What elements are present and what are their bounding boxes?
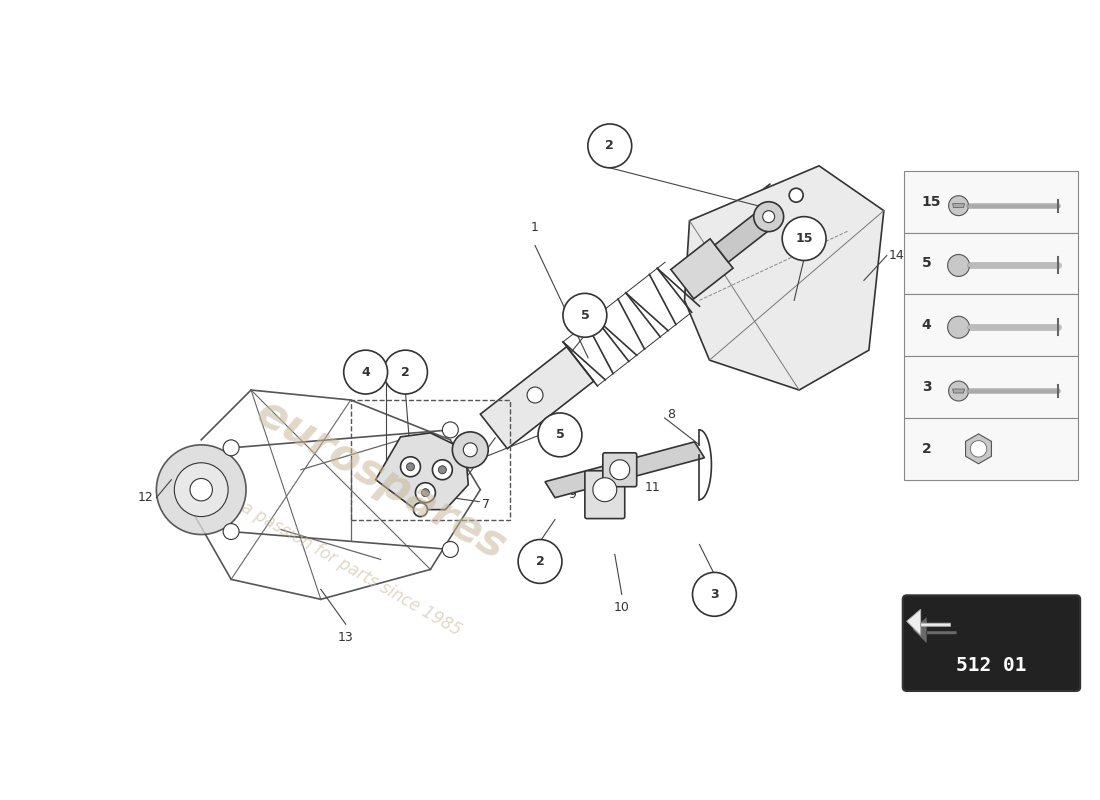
Circle shape xyxy=(407,462,415,470)
Circle shape xyxy=(223,523,239,539)
Circle shape xyxy=(970,441,987,457)
Circle shape xyxy=(432,460,452,480)
Circle shape xyxy=(463,443,477,457)
Bar xyxy=(904,233,1078,294)
Circle shape xyxy=(557,437,573,453)
Text: 5: 5 xyxy=(581,309,590,322)
Text: 2: 2 xyxy=(922,442,932,456)
Polygon shape xyxy=(481,346,594,449)
Polygon shape xyxy=(953,204,965,208)
Circle shape xyxy=(442,542,459,558)
Circle shape xyxy=(156,445,246,534)
Circle shape xyxy=(414,502,428,517)
Text: 4: 4 xyxy=(922,318,932,332)
Polygon shape xyxy=(906,610,950,635)
Text: 2: 2 xyxy=(605,139,614,152)
Polygon shape xyxy=(913,618,957,643)
Circle shape xyxy=(754,202,783,232)
Circle shape xyxy=(538,413,582,457)
Text: 3: 3 xyxy=(711,588,718,601)
Circle shape xyxy=(452,432,488,468)
Circle shape xyxy=(400,457,420,477)
Text: 7: 7 xyxy=(482,498,491,511)
Circle shape xyxy=(563,294,607,338)
Circle shape xyxy=(518,539,562,583)
Text: 5: 5 xyxy=(556,428,564,442)
FancyBboxPatch shape xyxy=(585,470,625,518)
Polygon shape xyxy=(953,389,965,393)
Bar xyxy=(904,294,1078,356)
Polygon shape xyxy=(715,214,768,262)
Text: 512 01: 512 01 xyxy=(956,655,1026,674)
Polygon shape xyxy=(671,239,733,299)
Circle shape xyxy=(587,124,631,168)
Circle shape xyxy=(947,316,969,338)
Text: 11: 11 xyxy=(645,481,660,494)
Text: 1: 1 xyxy=(531,221,539,234)
Polygon shape xyxy=(906,610,950,635)
Circle shape xyxy=(442,422,459,438)
Polygon shape xyxy=(684,166,883,390)
Circle shape xyxy=(527,387,543,403)
FancyBboxPatch shape xyxy=(603,453,637,486)
Polygon shape xyxy=(544,442,704,498)
Circle shape xyxy=(421,489,429,497)
Circle shape xyxy=(343,350,387,394)
Circle shape xyxy=(174,462,228,517)
Circle shape xyxy=(948,196,968,216)
FancyBboxPatch shape xyxy=(903,595,1080,691)
Text: 12: 12 xyxy=(138,491,153,504)
Circle shape xyxy=(693,572,736,616)
Circle shape xyxy=(609,460,629,480)
Circle shape xyxy=(762,210,774,222)
Polygon shape xyxy=(966,434,991,464)
Circle shape xyxy=(948,381,968,401)
Bar xyxy=(904,170,1078,233)
Circle shape xyxy=(782,217,826,261)
Circle shape xyxy=(223,440,239,456)
Text: 15: 15 xyxy=(795,232,813,245)
Text: 8: 8 xyxy=(668,409,675,422)
Circle shape xyxy=(384,350,428,394)
Circle shape xyxy=(593,478,617,502)
Text: 5: 5 xyxy=(922,257,932,270)
Circle shape xyxy=(789,188,803,202)
Bar xyxy=(904,418,1078,480)
Text: 14: 14 xyxy=(889,249,904,262)
Circle shape xyxy=(439,466,447,474)
Text: 6: 6 xyxy=(498,431,506,444)
Text: 13: 13 xyxy=(338,630,353,644)
Polygon shape xyxy=(375,433,469,510)
Text: a passion for parts since 1985: a passion for parts since 1985 xyxy=(238,499,464,640)
Circle shape xyxy=(947,254,969,277)
Text: 10: 10 xyxy=(614,601,629,614)
Text: 9: 9 xyxy=(568,488,576,501)
Text: eurospares: eurospares xyxy=(248,390,514,569)
Text: 2: 2 xyxy=(536,555,544,568)
Bar xyxy=(904,356,1078,418)
Circle shape xyxy=(416,482,436,502)
Text: 2: 2 xyxy=(402,366,410,378)
Text: 3: 3 xyxy=(922,380,932,394)
Circle shape xyxy=(190,478,212,501)
Text: 4: 4 xyxy=(361,366,370,378)
Text: 15: 15 xyxy=(922,194,942,209)
